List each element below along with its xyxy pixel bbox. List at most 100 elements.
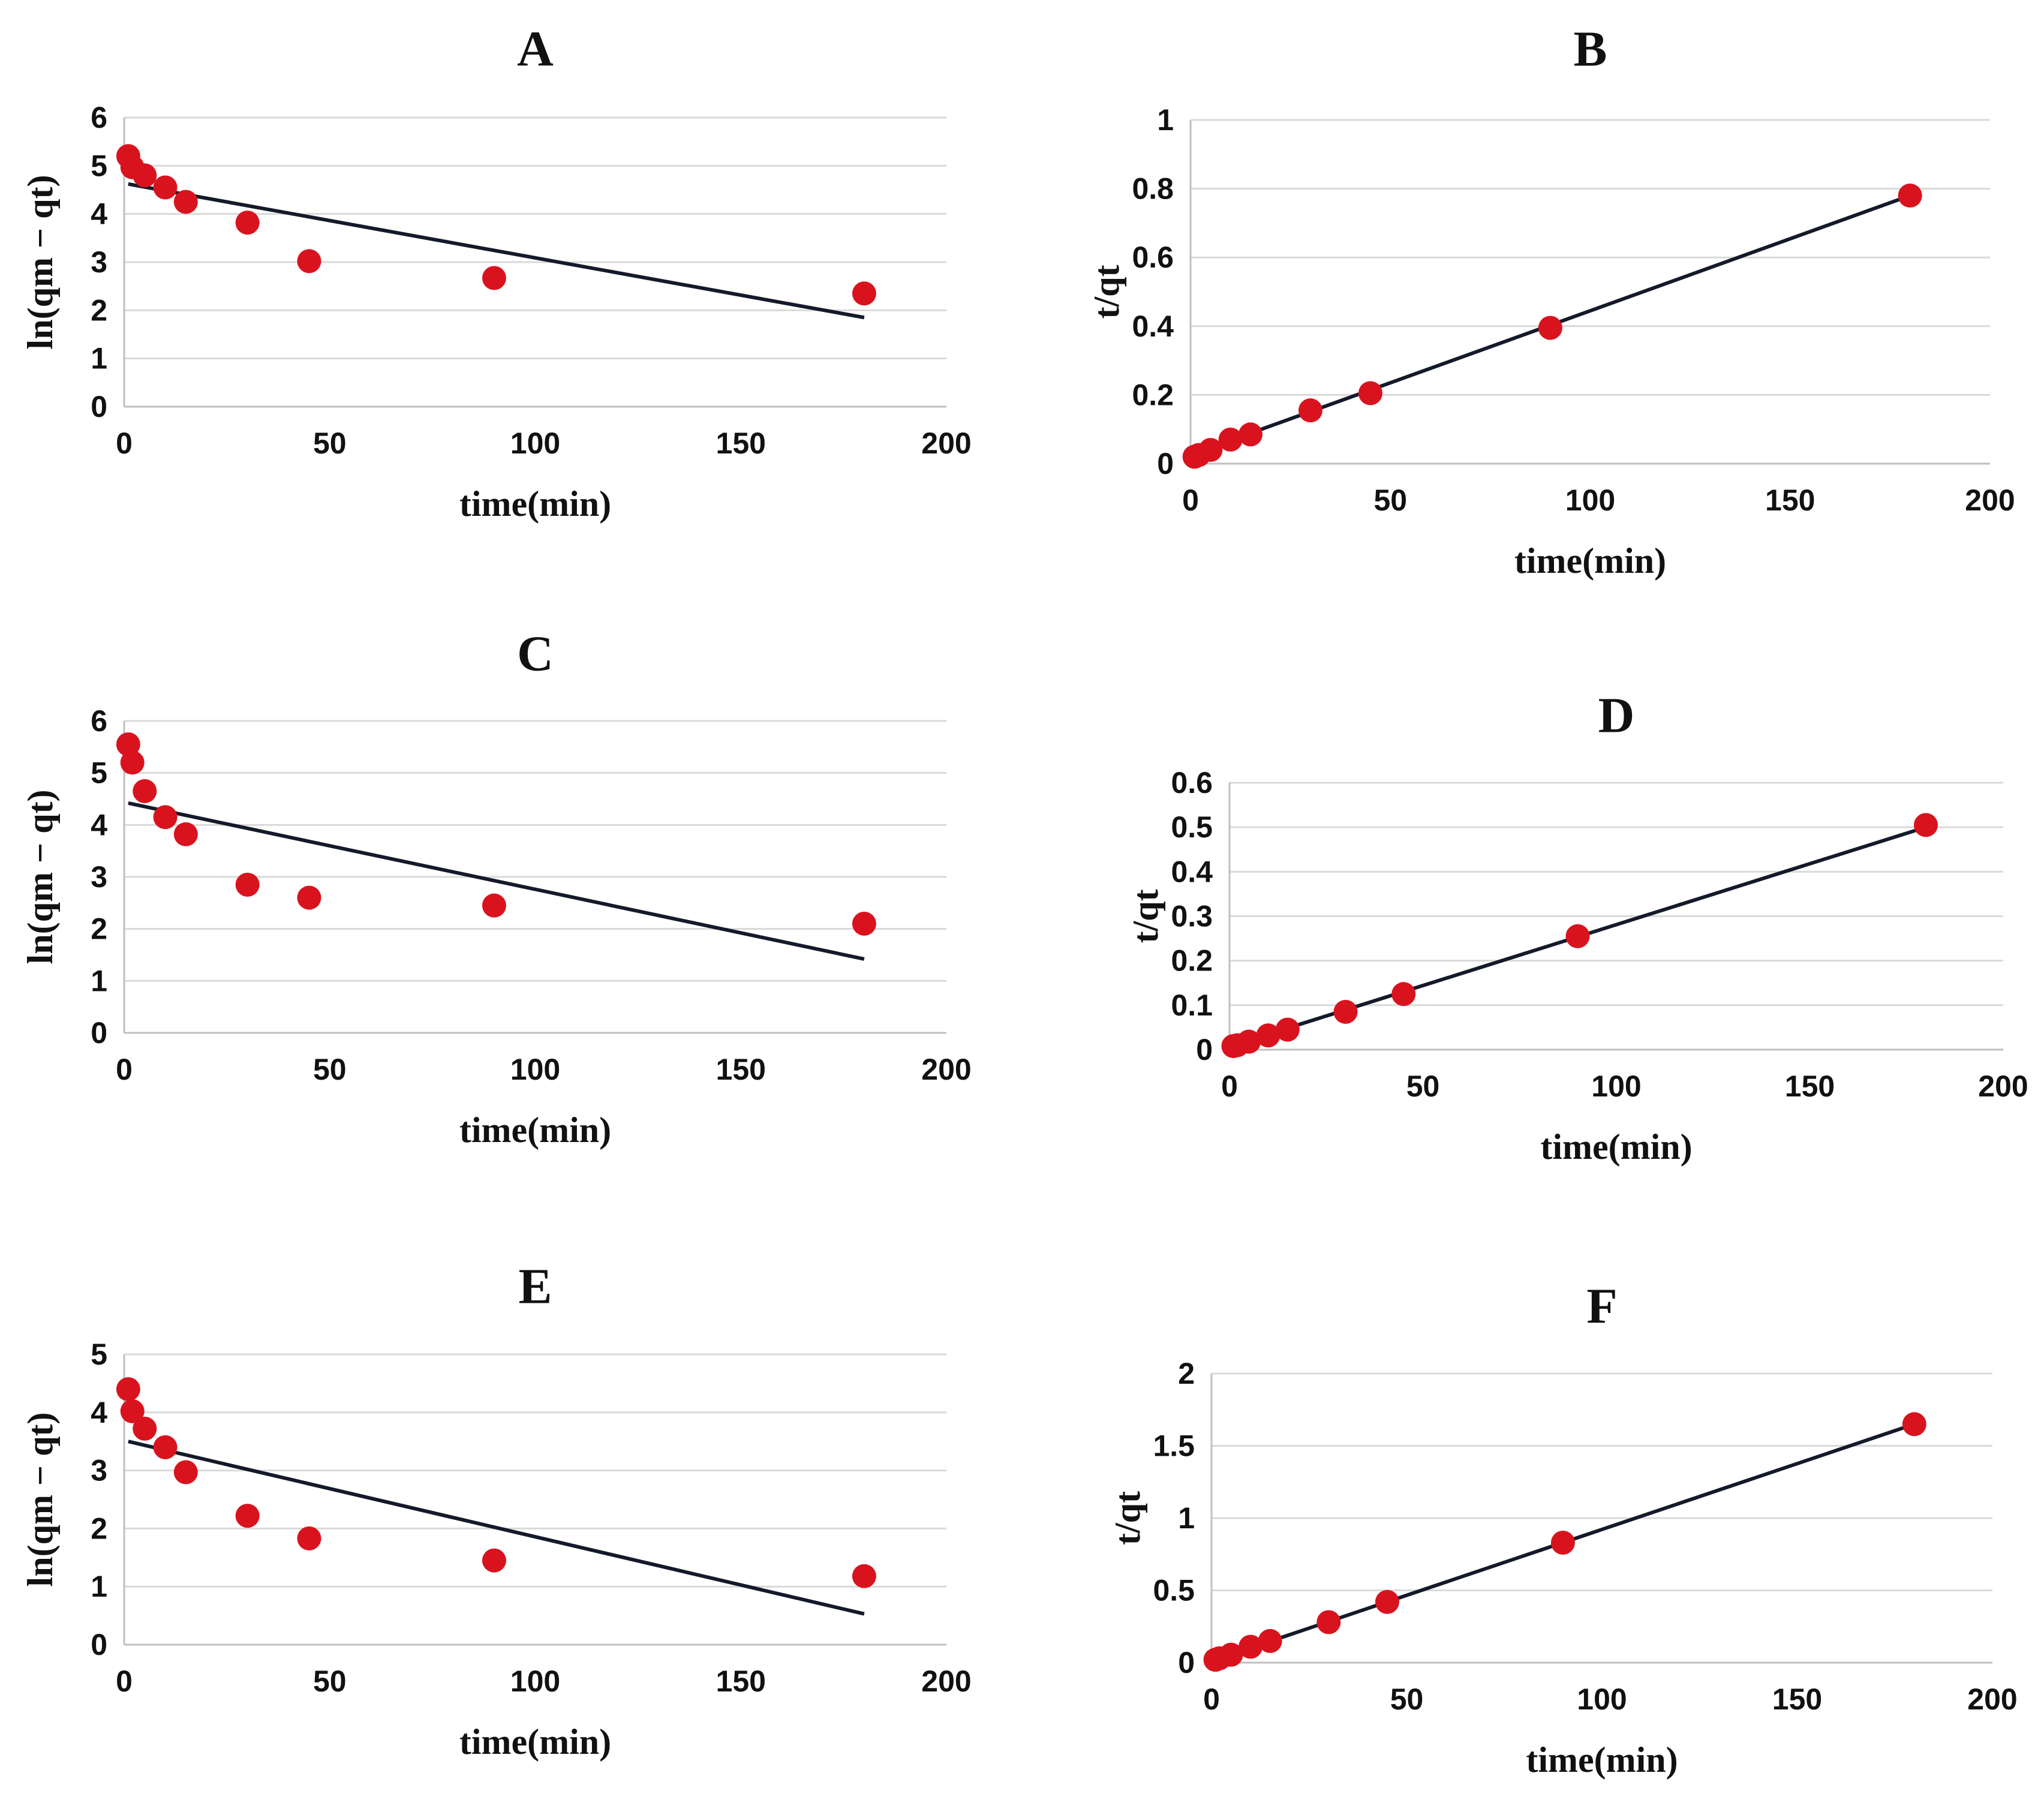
x-tick-label: 0 <box>116 1053 133 1086</box>
y-tick-label: 0.1 <box>1171 988 1213 1022</box>
x-axis-label: time(min) <box>459 1722 611 1762</box>
data-point <box>1358 381 1382 405</box>
y-tick-label: 0 <box>91 390 107 423</box>
data-point <box>1218 427 1243 452</box>
panel-title: C <box>517 626 554 682</box>
x-tick-label: 100 <box>510 1664 560 1698</box>
y-tick-label: 6 <box>91 704 107 738</box>
chart-panel-f: F 0 0.5 1 1.5 2 0 50 100 150 200 time(min) t/qt <box>1108 1279 2018 1780</box>
y-tick-label: 3 <box>91 245 107 279</box>
y-tick-label: 0.2 <box>1132 378 1174 411</box>
data-point <box>133 779 157 803</box>
y-tick-label: 1 <box>1178 1501 1195 1535</box>
data-point <box>1239 1634 1263 1659</box>
y-tick-label: 0.3 <box>1171 900 1213 933</box>
x-axis-label: time(min) <box>459 1110 611 1150</box>
panel-title: F <box>1586 1279 1617 1335</box>
trendline <box>128 801 865 961</box>
y-tick-label: 0 <box>1196 1033 1213 1066</box>
data-point <box>1258 1628 1282 1653</box>
y-tick-label: 2 <box>1178 1357 1195 1390</box>
data-point <box>173 1460 198 1485</box>
y-tick-label: 4 <box>91 1396 107 1429</box>
data-point <box>1538 315 1562 340</box>
x-tick-label: 150 <box>716 426 766 460</box>
y-tick-label: 0.8 <box>1132 172 1174 206</box>
data-point <box>133 163 157 188</box>
y-tick-label: 2 <box>91 1511 107 1545</box>
panel-title: A <box>517 22 554 77</box>
x-tick-label: 50 <box>313 426 347 460</box>
data-point <box>153 805 178 830</box>
y-tick-label: 3 <box>91 860 107 894</box>
y-axis-label: t/qt <box>1126 889 1165 943</box>
y-tick-label: 1 <box>91 342 107 375</box>
data-point <box>120 750 145 775</box>
data-point <box>235 873 260 897</box>
y-tick-label: 5 <box>91 1338 107 1371</box>
y-tick-label: 1 <box>91 964 107 997</box>
data-point <box>1219 1642 1243 1667</box>
y-tick-label: 2 <box>91 293 107 327</box>
chart-panel-c: C 0 1 2 3 4 5 6 0 50 100 150 200 time(min) ln(qm − qt) <box>20 626 972 1150</box>
data-point <box>852 281 876 306</box>
trendline <box>128 182 865 320</box>
y-axis-label: t/qt <box>1108 1491 1147 1545</box>
data-point <box>297 249 321 274</box>
data-point <box>1256 1023 1280 1048</box>
data-point <box>133 1416 157 1441</box>
data-point <box>173 190 198 214</box>
x-tick-label: 0 <box>116 1664 133 1698</box>
x-tick-label: 100 <box>1577 1682 1627 1716</box>
y-tick-label: 0.2 <box>1171 944 1213 978</box>
x-tick-label: 50 <box>1373 483 1407 517</box>
y-tick-label: 0.4 <box>1171 855 1213 888</box>
y-tick-label: 5 <box>91 149 107 182</box>
x-tick-label: 150 <box>1765 483 1815 517</box>
data-point <box>1375 1589 1399 1614</box>
data-point <box>1914 813 1938 837</box>
x-tick-label: 100 <box>510 426 560 460</box>
data-point <box>1275 1017 1300 1042</box>
y-tick-label: 0.4 <box>1132 309 1174 343</box>
data-point <box>1902 1412 1926 1437</box>
x-tick-label: 100 <box>510 1053 560 1086</box>
data-point <box>297 1526 321 1550</box>
x-tick-label: 50 <box>1390 1682 1424 1716</box>
y-tick-label: 5 <box>91 756 107 790</box>
y-tick-label: 3 <box>91 1454 107 1488</box>
data-point <box>482 893 506 918</box>
y-tick-label: 0.6 <box>1171 766 1213 800</box>
data-point <box>1238 422 1263 447</box>
data-point <box>1316 1610 1341 1634</box>
y-axis-label: ln(qm − qt) <box>20 175 60 350</box>
y-tick-label: 4 <box>91 197 107 231</box>
x-tick-label: 100 <box>1591 1069 1641 1103</box>
x-tick-label: 50 <box>1406 1069 1440 1103</box>
data-point <box>852 912 876 936</box>
data-point <box>852 1564 876 1588</box>
data-point <box>116 732 140 756</box>
x-axis-label: time(min) <box>1540 1127 1692 1167</box>
y-tick-label: 0 <box>91 1016 107 1050</box>
x-tick-label: 150 <box>716 1664 766 1698</box>
x-tick-label: 0 <box>116 426 133 460</box>
x-tick-label: 0 <box>1203 1682 1220 1716</box>
y-tick-label: 1 <box>1157 103 1174 137</box>
data-point <box>1550 1530 1575 1555</box>
data-point <box>482 266 506 290</box>
data-point <box>1565 924 1590 948</box>
panel-title: B <box>1573 22 1607 77</box>
data-point <box>235 1504 260 1528</box>
x-tick-label: 100 <box>1565 483 1615 517</box>
x-tick-label: 200 <box>1967 1682 2017 1716</box>
data-point <box>153 175 178 200</box>
data-point <box>173 822 198 846</box>
data-point <box>120 1399 145 1423</box>
y-tick-label: 0.5 <box>1153 1574 1195 1607</box>
y-tick-label: 0 <box>1157 447 1174 480</box>
x-axis-label: time(min) <box>459 484 611 524</box>
x-axis-label: time(min) <box>1514 541 1666 581</box>
data-point <box>235 211 260 235</box>
